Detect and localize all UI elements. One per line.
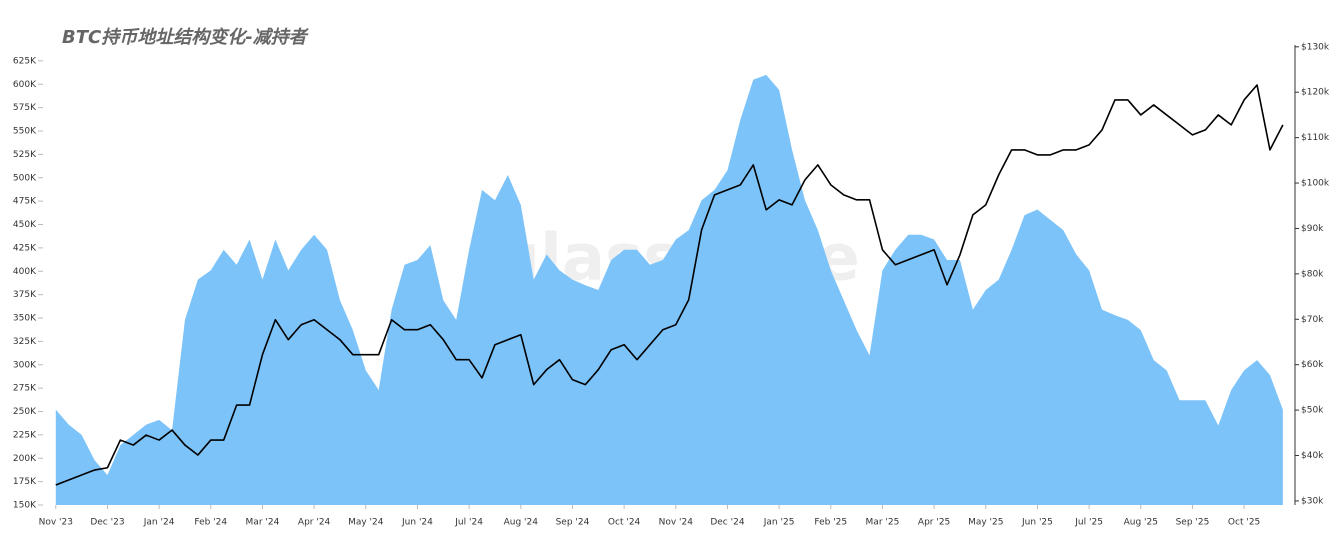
y-tick-label: 500K (13, 173, 37, 183)
x-tick-label: May '24 (348, 518, 384, 528)
x-tick-label: Sep '24 (556, 518, 590, 528)
x-tick-label: Apr '25 (918, 518, 950, 528)
y-tick-label: 450K (13, 220, 37, 230)
y2-tick-label: $30k (1301, 496, 1324, 506)
y-tick-label: 350K (13, 314, 37, 324)
y-tick-label: 475K (13, 197, 37, 207)
y2-tick-label: $120k (1301, 88, 1330, 98)
y-tick-label: 600K (13, 80, 37, 90)
y2-tick-label: $50k (1301, 406, 1324, 416)
x-tick-label: Jul '25 (1074, 518, 1103, 528)
x-tick-label: Jun '25 (1021, 518, 1053, 528)
x-tick-label: Sep '25 (1176, 518, 1210, 528)
x-tick-label: Nov '24 (659, 518, 694, 528)
y-tick-label: 200K (13, 454, 37, 464)
x-tick-label: Mar '24 (246, 518, 280, 528)
y-tick-label: 250K (13, 407, 37, 417)
y-tick-label: 425K (13, 243, 37, 253)
x-tick-label: Nov '23 (39, 518, 73, 528)
x-tick-label: Jul '24 (454, 518, 483, 528)
x-tick-label: Feb '25 (814, 518, 847, 528)
x-tick-label: Dec '24 (710, 518, 744, 528)
x-tick-label: Aug '25 (1124, 518, 1158, 528)
y-tick-label: 150K (13, 501, 37, 511)
x-tick-label: Dec '23 (90, 518, 124, 528)
x-tick-label: Apr '24 (298, 518, 331, 528)
y2-tick-label: $60k (1301, 360, 1324, 370)
y-tick-label: 375K (13, 290, 37, 300)
price-line (55, 84, 1284, 486)
x-tick-label: Aug '24 (504, 518, 539, 528)
x-tick-label: Oct '25 (1228, 518, 1260, 528)
x-tick-label: Jun '24 (401, 518, 433, 528)
y-tick-label: 575K (13, 103, 37, 113)
y2-tick-label: $100k (1301, 179, 1330, 189)
x-tick-label: Jan '25 (763, 518, 795, 528)
y-tick-label: 225K (13, 430, 37, 440)
y-tick-label: 625K (13, 56, 37, 66)
x-tick-label: Mar '25 (866, 518, 900, 528)
x-tick-label: Jan '24 (143, 518, 175, 528)
y-tick-label: 400K (13, 267, 37, 277)
y-tick-label: 275K (13, 384, 37, 394)
y2-tick-label: $80k (1301, 269, 1324, 279)
y-tick-label: 175K (13, 477, 37, 487)
x-tick-label: Feb '24 (194, 518, 227, 528)
x-tick-label: Oct '24 (608, 518, 641, 528)
y2-tick-label: $110k (1301, 133, 1330, 143)
y2-tick-label: $130k (1301, 42, 1330, 52)
y-tick-label: 525K (13, 150, 37, 160)
chart-title: BTC持币地址结构变化-减持者 (62, 27, 310, 48)
y2-tick-label: $40k (1301, 451, 1324, 461)
y-tick-label: 300K (13, 360, 37, 370)
y-tick-label: 325K (13, 337, 37, 347)
y-tick-label: 550K (13, 127, 37, 137)
y2-tick-label: $90k (1301, 224, 1324, 234)
y2-tick-label: $70k (1301, 315, 1324, 325)
area (55, 74, 1283, 505)
x-tick-label: May '25 (968, 518, 1003, 528)
